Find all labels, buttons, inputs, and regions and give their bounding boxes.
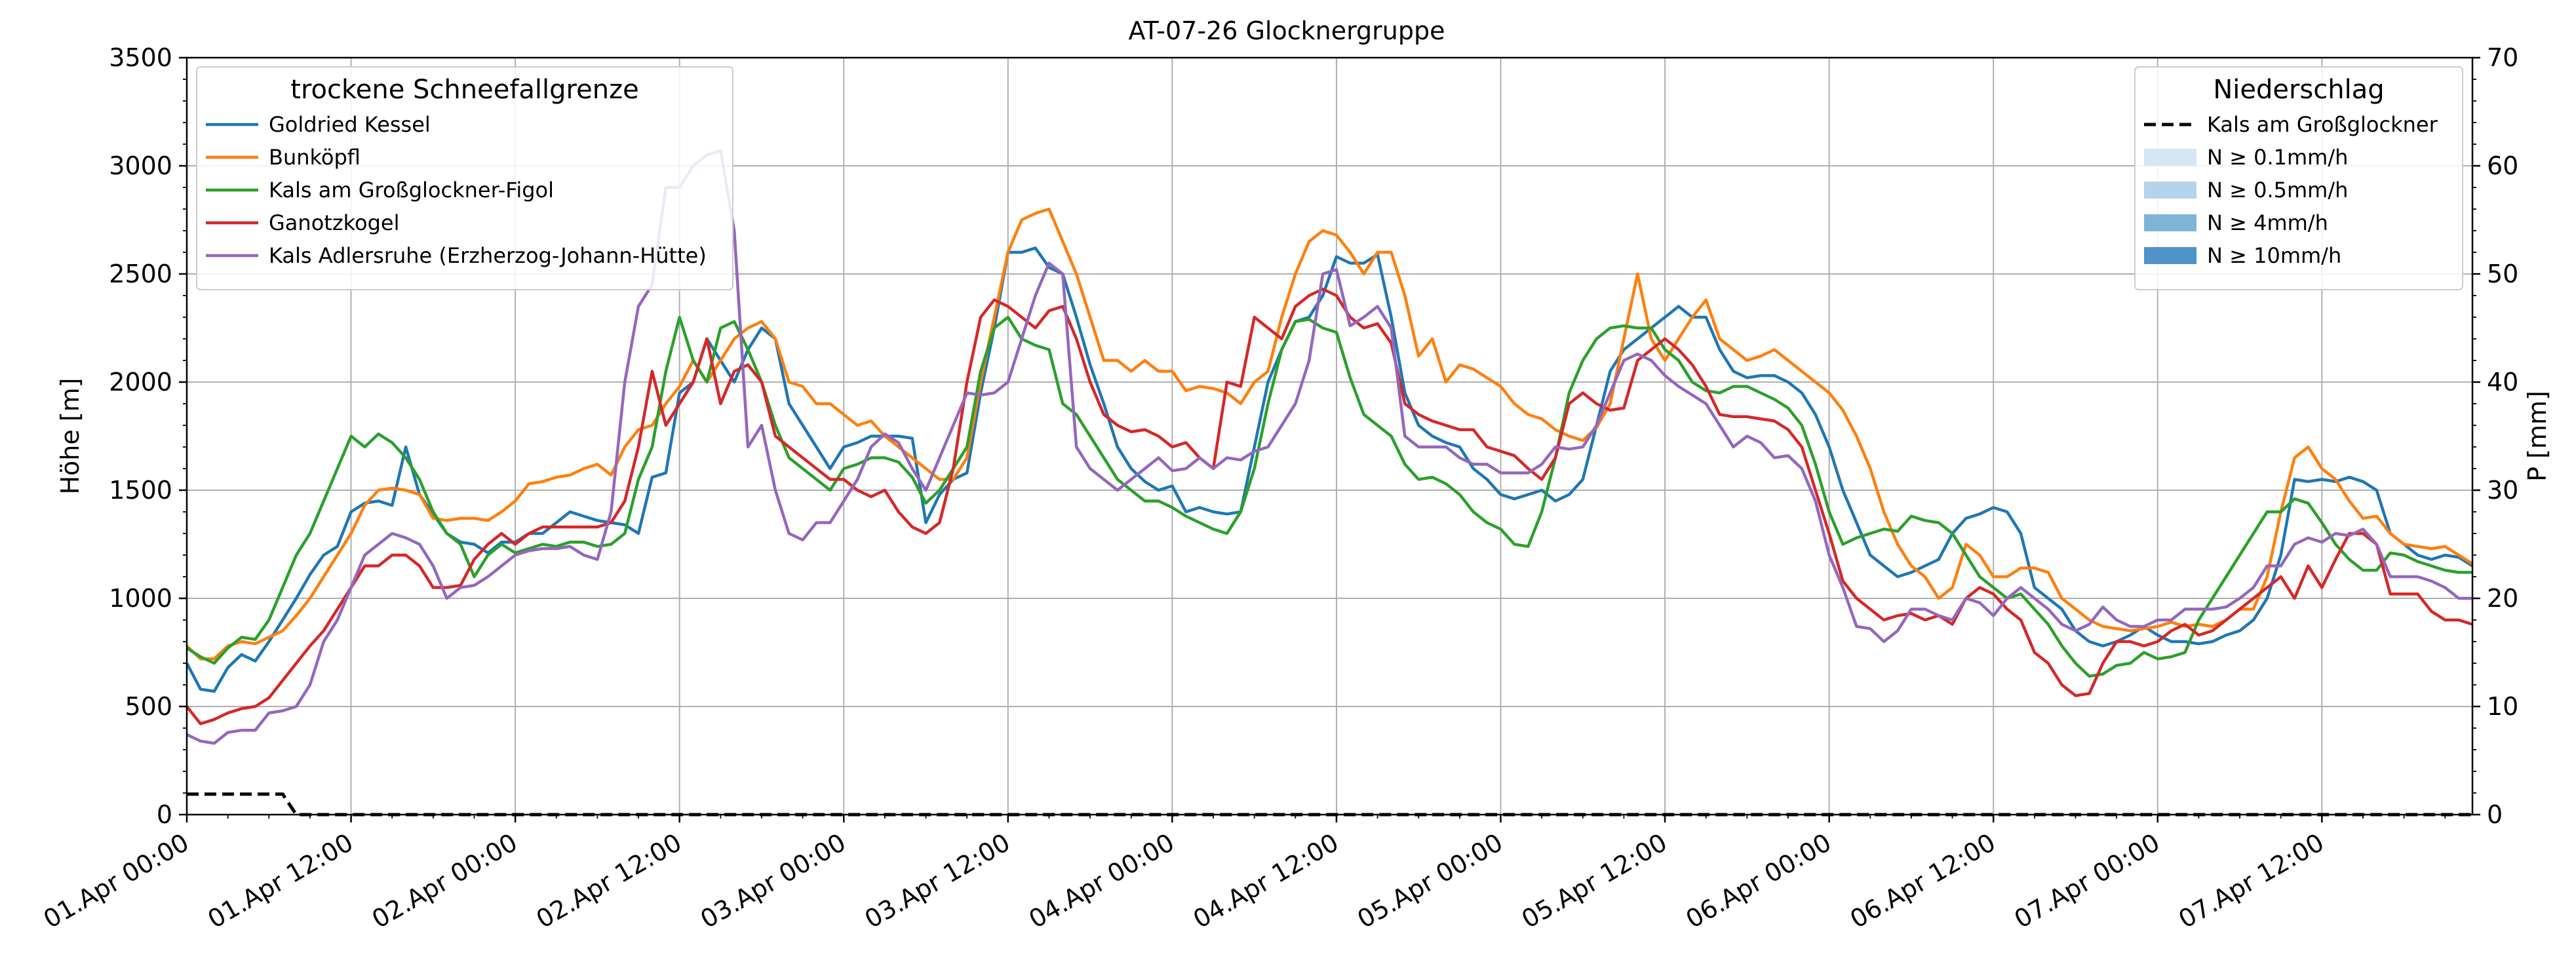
legend-right-box bbox=[2134, 66, 2463, 290]
legend-left-label-1: Bunköpfl bbox=[269, 145, 361, 170]
series-lines bbox=[185, 149, 2474, 745]
legend-left-title: trockene Schneefallgrenze bbox=[290, 75, 638, 105]
y-tick-label-6: 3000 bbox=[109, 151, 172, 180]
y2-tick-label-3: 30 bbox=[2487, 476, 2518, 505]
y2-tick-label-4: 40 bbox=[2487, 368, 2518, 396]
legend-left-label-0: Goldried Kessel bbox=[269, 112, 431, 137]
series-line-3 bbox=[185, 287, 2473, 725]
legend-right-label-4: N ≥ 10mm/h bbox=[2207, 243, 2341, 268]
y-tick-label-7: 3500 bbox=[109, 43, 172, 72]
legend-left-label-2: Kals am Großglockner-Figol bbox=[269, 178, 554, 203]
y-tick-label-2: 1000 bbox=[109, 584, 172, 613]
legend-right-swatch-2 bbox=[2144, 182, 2196, 199]
legend-left-box bbox=[196, 66, 733, 290]
legend-right-label-3: N ≥ 4mm/h bbox=[2207, 210, 2328, 235]
y-tick-label-4: 2000 bbox=[109, 368, 172, 396]
legend-right: Niederschlag Kals am Großglockner N ≥ 0.1m… bbox=[2134, 66, 2463, 290]
legend-left-label-3: Ganotzkogel bbox=[269, 210, 399, 235]
series-line-4 bbox=[186, 149, 2472, 745]
legend-right-label-2: N ≥ 0.5mm/h bbox=[2207, 178, 2348, 203]
y-tick-label-3: 1500 bbox=[109, 476, 172, 505]
legend-left-label-4: Kals Adlersruhe (Erzherzog-Johann-Hütte) bbox=[269, 243, 707, 268]
legend-right-label-0: Kals am Großglockner bbox=[2207, 112, 2438, 137]
chart-title: AT-07-26 Glocknergruppe bbox=[1129, 16, 1445, 45]
series-line-0 bbox=[185, 246, 2474, 693]
y2-tick-label-7: 70 bbox=[2487, 43, 2518, 72]
series-line-2 bbox=[185, 315, 2472, 678]
legend-left: trockene Schneefallgrenze Goldried Kessel… bbox=[196, 66, 733, 290]
y-tick-label-1: 500 bbox=[125, 692, 172, 721]
precip-line bbox=[187, 792, 2472, 817]
y-axis-left: 0 500 1000 1500 2000 2500 3000 3500 bbox=[109, 43, 187, 829]
y2-axis-label: P [mm] bbox=[2523, 391, 2552, 482]
plot-frame bbox=[185, 56, 2474, 816]
y2-tick-label-1: 10 bbox=[2487, 692, 2518, 721]
y2-tick-label-2: 20 bbox=[2487, 584, 2518, 613]
y2-tick-label-5: 50 bbox=[2487, 260, 2518, 288]
y-tick-label-5: 2500 bbox=[109, 260, 172, 288]
y2-tick-label-0: 0 bbox=[2487, 800, 2503, 829]
precip-lines bbox=[187, 792, 2472, 817]
y2-tick-label-6: 60 bbox=[2487, 151, 2518, 180]
legend-right-label-1: N ≥ 0.1mm/h bbox=[2207, 145, 2348, 170]
y-tick-label-0: 0 bbox=[157, 800, 172, 829]
legend-right-title: Niederschlag bbox=[2213, 75, 2384, 105]
y-axis-label: Höhe [m] bbox=[56, 377, 85, 494]
legend-right-swatch-1 bbox=[2144, 149, 2196, 166]
legend-right-swatch-3 bbox=[2144, 214, 2196, 231]
legend-right-swatch-4 bbox=[2144, 247, 2196, 264]
y-axis-right: 0 10 20 30 40 50 60 70 bbox=[2472, 43, 2518, 829]
